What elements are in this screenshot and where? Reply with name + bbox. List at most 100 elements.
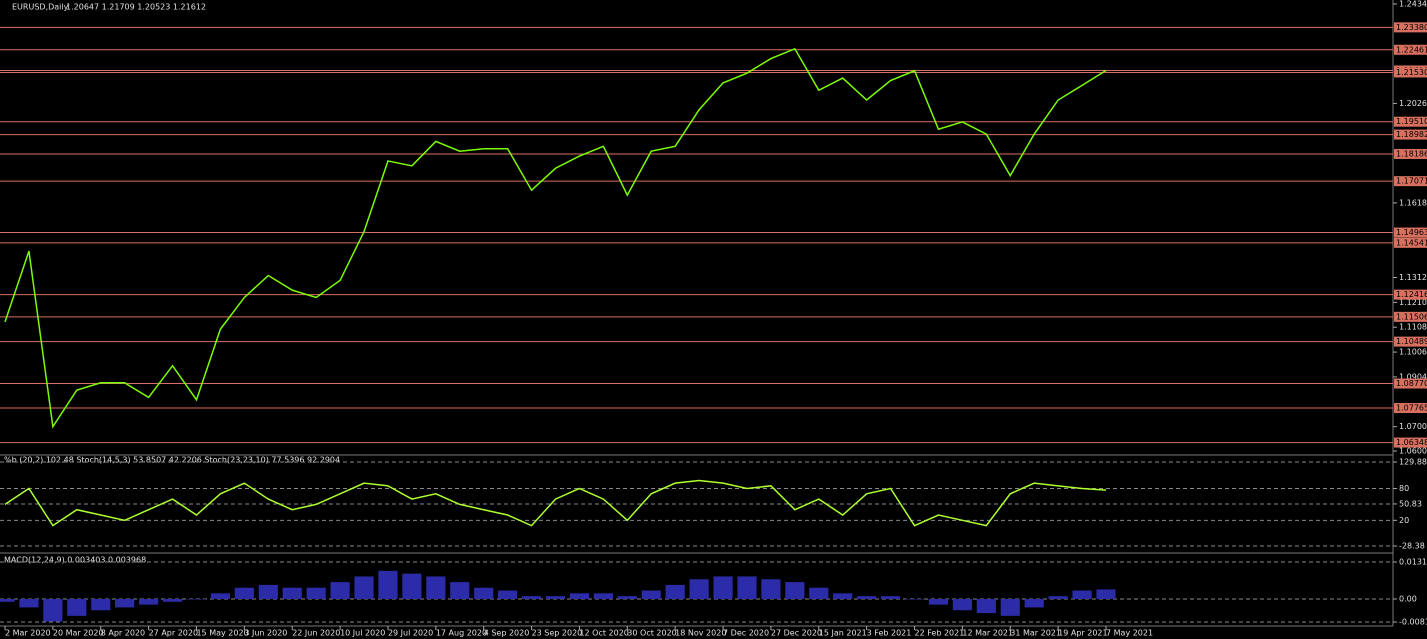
price-level-box: [1394, 311, 1427, 322]
price-level-label: 1.17071: [1396, 177, 1427, 186]
histogram-bar: [665, 584, 685, 599]
price-level-box: [1394, 378, 1427, 389]
price-level-label: 1.06348: [1396, 438, 1427, 447]
price-level-box: [1394, 227, 1427, 238]
histogram-bar: [737, 576, 757, 599]
price-level-box: [1394, 148, 1427, 159]
x-tick-label: 4 Sep 2020: [484, 629, 530, 638]
histogram-bar: [91, 598, 111, 611]
price-level-label: 1.11506: [1396, 312, 1427, 321]
histogram-bar: [881, 596, 901, 599]
y-tick-label: 1.07000: [1399, 422, 1427, 431]
x-tick-label: 7 May 2021: [1106, 629, 1153, 638]
x-tick-label: 10 Jul 2020: [340, 629, 385, 638]
histogram-bar: [19, 598, 39, 608]
histogram-bar: [809, 587, 829, 599]
histogram-bar: [210, 593, 230, 599]
price-level-label: 1.19510: [1396, 117, 1427, 126]
histogram-bar: [833, 593, 853, 599]
x-tick-label: 3 Jun 2020: [244, 629, 287, 638]
price-level-label: 1.22461: [1396, 45, 1427, 54]
price-level-box: [1394, 336, 1427, 347]
x-tick-label: 27 Apr 2020: [149, 629, 198, 638]
histogram-bar: [857, 596, 877, 599]
y-tick-label: 20: [1399, 516, 1409, 525]
y-tick-label: 1.09040: [1399, 372, 1427, 381]
histogram-bar: [354, 576, 374, 599]
y-tick-label: 129.88: [1399, 458, 1427, 467]
histogram-bar: [713, 576, 733, 599]
y-tick-label: 1.11080: [1399, 323, 1427, 332]
x-tick-label: 27 Dec 2020: [771, 629, 822, 638]
histogram-bar: [162, 598, 183, 602]
histogram-bar: [498, 590, 518, 599]
histogram-bar: [282, 587, 302, 599]
histogram-bar: [474, 587, 494, 599]
histogram-bar: [1024, 598, 1044, 608]
histogram-bar: [1000, 598, 1020, 616]
y-tick-label: 1.20260: [1399, 99, 1427, 108]
histogram-bar: [186, 598, 207, 600]
x-tick-label: 22 Feb 2021: [915, 629, 965, 638]
x-tick-label: 22 Jun 2020: [292, 629, 340, 638]
x-tick-label: 18 Nov 2020: [675, 629, 726, 638]
price-level-box: [1394, 289, 1427, 300]
price-level-box: [1394, 403, 1427, 414]
histogram-bar: [569, 593, 590, 599]
y-tick-label: 50.83: [1399, 499, 1422, 508]
price-level-label: 1.12416: [1396, 290, 1427, 299]
x-tick-label: 23 Sep 2020: [532, 629, 583, 638]
x-tick-label: 15 Jan 2021: [819, 629, 867, 638]
price-level-label: 1.10489: [1396, 337, 1427, 346]
y-tick-label: 1.13120: [1399, 273, 1427, 282]
x-tick-label: 30 Oct 2020: [627, 629, 676, 638]
histogram-bar: [689, 579, 709, 599]
price-level-box: [1394, 116, 1427, 127]
histogram-bar: [521, 596, 542, 599]
x-tick-label: 7 Dec 2020: [723, 629, 769, 638]
price-line: [4, 47, 1107, 429]
price-level-label: 1.14541: [1396, 238, 1427, 247]
y-tick-label: 80: [1399, 484, 1409, 493]
price-level-box: [1394, 129, 1427, 140]
y-tick-label: -28.38: [1399, 542, 1425, 551]
price-level-box: [1394, 176, 1427, 187]
price-level-box: [1394, 44, 1427, 55]
histogram-bar: [928, 598, 949, 605]
x-tick-label: 12 Oct 2020: [579, 629, 628, 638]
y-tick-label: 1.16180: [1399, 198, 1427, 207]
histogram-bar: [641, 590, 661, 599]
y-tick-label: -0.008179: [1399, 618, 1427, 627]
histogram-bar: [402, 573, 422, 599]
y-tick-label: 0.013139: [1399, 558, 1427, 567]
price-level-label: 1.18186: [1396, 149, 1427, 158]
y-tick-label: 1.10060: [1399, 348, 1427, 357]
x-tick-label: 29 Jul 2020: [388, 629, 433, 638]
price-line: [4, 479, 1107, 527]
x-tick-label: 15 May 2020: [196, 629, 248, 638]
price-level-label: 1.14963: [1396, 228, 1427, 237]
histogram-bar: [139, 598, 159, 605]
histogram-bar: [378, 570, 398, 599]
y-tick-label: 1.06000: [1399, 447, 1427, 456]
histogram-bar: [115, 598, 135, 608]
histogram-bar: [785, 582, 805, 599]
histogram-bar: [976, 598, 996, 614]
panel-title: %b (20,2) 102.48 Stoch(14,5,3) 53.8507 4…: [4, 456, 340, 465]
x-tick-label: 17 Aug 2020: [436, 629, 487, 638]
y-tick-label: 0.00: [1399, 594, 1417, 603]
histogram-bar: [1072, 590, 1092, 599]
histogram-bar: [306, 587, 326, 599]
histogram-bar: [426, 576, 446, 599]
histogram-bar: [1096, 589, 1116, 599]
histogram-bar: [904, 598, 925, 600]
histogram-bar: [617, 596, 637, 599]
price-level-box: [1394, 437, 1427, 448]
price-level-box: [1394, 67, 1427, 78]
histogram-bar: [330, 582, 350, 599]
histogram-bar: [1048, 596, 1068, 599]
x-tick-label: 12 Mar 2021: [962, 629, 1013, 638]
x-tick-label: 8 Apr 2020: [101, 629, 145, 638]
